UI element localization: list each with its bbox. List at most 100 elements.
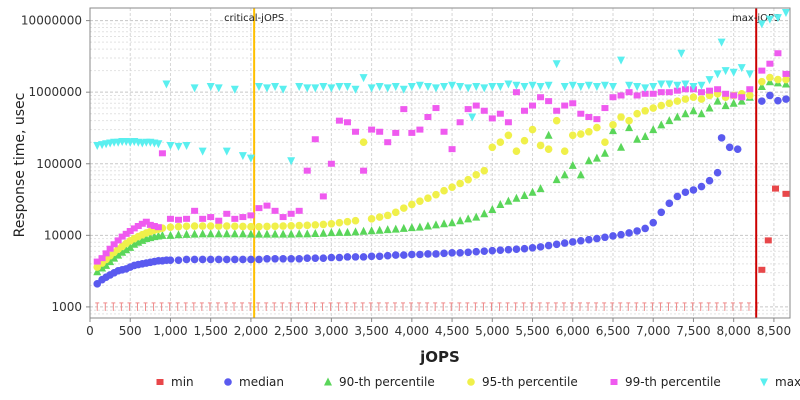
data-point (625, 116, 633, 125)
data-point (239, 214, 247, 221)
data-point (488, 143, 497, 152)
data-point (673, 112, 682, 121)
data-point (367, 252, 376, 261)
data-point (528, 243, 537, 252)
data-point (697, 81, 706, 90)
data-point (166, 223, 175, 231)
data-point (617, 142, 626, 151)
data-point (174, 256, 183, 264)
data-point (722, 90, 730, 97)
data-point (472, 171, 481, 179)
data-point (423, 83, 432, 92)
data-point (717, 38, 726, 47)
data-point (295, 229, 304, 238)
data-point (689, 83, 698, 92)
data-point (335, 117, 343, 124)
data-point (311, 84, 320, 93)
data-point (746, 86, 754, 93)
y-axis-title: Response time, usec (12, 93, 28, 238)
data-point (416, 250, 424, 259)
data-point (456, 249, 464, 257)
data-point (343, 83, 352, 92)
data-point (352, 128, 360, 135)
data-point (174, 222, 183, 231)
data-point (673, 192, 682, 201)
data-point (577, 236, 585, 245)
data-point (689, 93, 698, 102)
data-point (343, 119, 351, 126)
data-point (198, 255, 207, 264)
data-point (222, 255, 231, 264)
data-point (114, 237, 122, 244)
data-point (206, 255, 215, 264)
data-point (399, 251, 408, 259)
data-point (166, 256, 175, 264)
data-point (303, 229, 312, 238)
data-point (166, 141, 175, 150)
data-point (190, 229, 199, 238)
x-tick-label: 500 (119, 324, 142, 338)
x-tick-label: 4,000 (395, 324, 429, 338)
data-point (472, 102, 480, 109)
data-point (400, 106, 408, 113)
data-point (673, 87, 681, 94)
plot-frame (89, 7, 791, 319)
data-point (432, 190, 440, 199)
data-point (665, 80, 674, 89)
data-point (114, 250, 123, 259)
data-point (416, 126, 424, 133)
data-point (424, 114, 432, 121)
data-point (781, 8, 790, 17)
data-point (681, 109, 690, 118)
x-tick-label: 7,500 (676, 324, 710, 338)
legend-label: median (239, 375, 284, 389)
data-point (601, 105, 609, 112)
data-point (110, 253, 119, 262)
data-point (440, 249, 448, 258)
data-point (766, 91, 774, 100)
data-point (408, 250, 416, 259)
data-point (287, 255, 295, 263)
data-point (568, 81, 577, 90)
data-point (649, 83, 658, 92)
data-point (351, 85, 360, 94)
x-axis-title: jOPS (419, 348, 460, 366)
x-tick-label: 1,000 (153, 324, 187, 338)
data-point (625, 89, 633, 96)
data-point (279, 85, 288, 94)
data-point (359, 74, 368, 83)
data-point (504, 80, 513, 89)
data-point (774, 96, 782, 105)
data-point (757, 20, 766, 29)
data-point (512, 147, 521, 155)
data-point (649, 90, 657, 97)
data-point (464, 248, 472, 257)
data-point (271, 83, 280, 92)
x-tick-label: 8,500 (757, 324, 791, 338)
data-point (480, 107, 488, 114)
data-point (126, 242, 135, 251)
data-point (102, 260, 111, 269)
data-point (222, 147, 231, 156)
data-point (520, 107, 528, 114)
data-point (673, 97, 682, 105)
data-point (745, 91, 754, 100)
data-point (512, 81, 521, 90)
data-point (93, 267, 102, 276)
data-point (335, 253, 344, 262)
x-tick-label: 2,500 (274, 324, 308, 338)
x-tick-label: 8,000 (716, 324, 750, 338)
x-tick-label: 7,000 (636, 324, 670, 338)
data-point (190, 84, 199, 93)
data-point (335, 227, 344, 236)
data-point (729, 68, 738, 77)
data-point (327, 84, 336, 93)
data-point (468, 113, 477, 122)
data-point (774, 50, 782, 57)
data-point (359, 138, 368, 147)
legend-item: max (760, 375, 800, 389)
data-point (520, 136, 529, 145)
data-point (456, 119, 464, 126)
data-point (190, 255, 199, 264)
legend-marker (760, 378, 768, 387)
